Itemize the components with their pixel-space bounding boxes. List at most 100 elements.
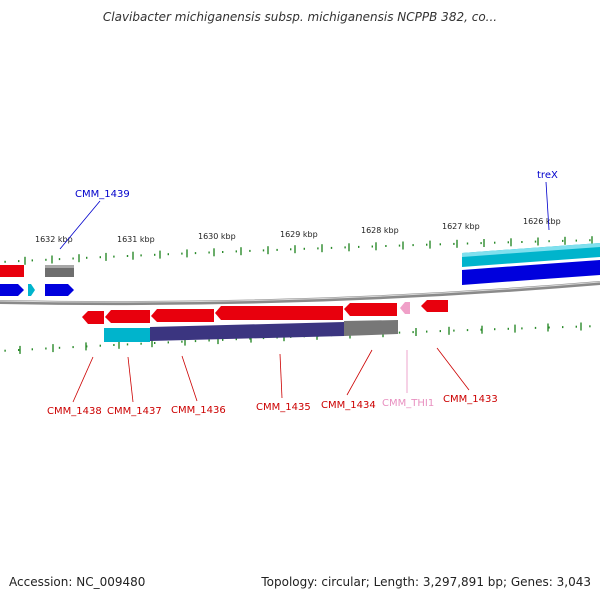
ruler-dot xyxy=(140,254,142,257)
ruler-dot xyxy=(562,326,564,329)
ruler-dot xyxy=(575,239,577,242)
ruler-dot xyxy=(466,242,469,245)
leader-cmm1439 xyxy=(59,200,101,250)
leader-cmm1438 xyxy=(72,356,94,403)
label-cmm1435[interactable]: CMM_1435 xyxy=(256,402,311,413)
gene-blue-left-edge[interactable] xyxy=(0,284,24,296)
ruler-dot xyxy=(249,337,251,340)
ruler-dot xyxy=(4,349,6,352)
genome-backbone xyxy=(0,281,600,306)
ruler-dot xyxy=(303,247,305,250)
ruler-outer xyxy=(4,236,593,265)
ruler-dot xyxy=(31,259,33,262)
ruler-dot xyxy=(358,245,360,248)
ruler-dot xyxy=(439,330,441,333)
leader-cmm1435 xyxy=(279,353,283,399)
ruler-dot xyxy=(154,253,156,256)
ruler-dot xyxy=(222,338,224,341)
tick-label-1632: 1632 kbp xyxy=(35,235,73,244)
gene-cmm1436[interactable] xyxy=(151,309,214,322)
ruler-dot xyxy=(31,348,33,351)
ruler-dot xyxy=(385,245,387,247)
ruler-dot xyxy=(589,239,591,242)
ruler-dot xyxy=(181,340,183,343)
ruler-dot xyxy=(562,239,564,242)
ruler-dot xyxy=(208,339,210,342)
ruler-dot xyxy=(113,255,115,258)
label-cmm1438[interactable]: CMM_1438 xyxy=(47,406,102,417)
ruler-dot xyxy=(548,240,550,243)
ruler-dot xyxy=(439,243,441,246)
gene-cmm1433[interactable] xyxy=(421,300,448,312)
ruler-dot xyxy=(154,342,156,344)
topology-text: Topology: circular; Length: 3,297,891 bp… xyxy=(261,575,591,589)
gene-blue-right[interactable] xyxy=(462,260,600,285)
ruler-dot xyxy=(167,253,169,256)
gene-cmm1434[interactable] xyxy=(344,303,397,316)
ruler-dot xyxy=(167,341,169,344)
ruler-dot xyxy=(249,249,251,252)
leader-cmm1433 xyxy=(436,347,470,391)
gene-gray-highlight xyxy=(45,265,74,268)
tick-label-1626: 1626 kbp xyxy=(523,217,561,226)
label-cmm1439[interactable]: CMM_1439 xyxy=(75,189,130,200)
ruler-dot xyxy=(480,242,482,245)
ruler-dot xyxy=(521,241,523,243)
ruler-dot xyxy=(494,241,496,244)
label-cmm1434[interactable]: CMM_1434 xyxy=(321,400,376,411)
ruler-dot xyxy=(235,250,237,253)
ruler-dot xyxy=(194,340,197,343)
ruler-dot xyxy=(99,256,101,259)
tick-label-1631: 1631 kbp xyxy=(117,235,155,244)
ruler-dot xyxy=(344,246,346,249)
ruler-dot xyxy=(412,331,414,334)
ruler-dot xyxy=(330,246,333,249)
ruler-dot xyxy=(4,260,6,263)
ruler-dot xyxy=(58,258,61,261)
ruler-dot xyxy=(18,349,20,351)
gene-blue-small[interactable] xyxy=(45,284,74,296)
ruler-dot xyxy=(235,338,237,341)
ruler-dot xyxy=(45,347,47,350)
gene-cmm-thi1[interactable] xyxy=(400,302,410,314)
gene-cmm1438[interactable] xyxy=(82,311,104,324)
gene-cmm1435[interactable] xyxy=(215,306,343,320)
ruler-dot xyxy=(58,346,61,349)
ruler-dot xyxy=(480,328,482,331)
ruler-dot xyxy=(126,255,129,257)
ruler-dot xyxy=(208,251,210,254)
gene-cmm1437[interactable] xyxy=(105,310,150,323)
ruler-dot xyxy=(262,249,265,252)
tick-label-1627: 1627 kbp xyxy=(442,222,480,231)
leader-cmm1437 xyxy=(127,356,134,403)
label-cmm1433[interactable]: CMM_1433 xyxy=(443,394,498,405)
ruler-dot xyxy=(412,244,414,247)
ruler-dot xyxy=(507,327,509,330)
tick-label-1628: 1628 kbp xyxy=(361,226,399,235)
ruler-dot xyxy=(18,260,20,263)
ruler-dot xyxy=(181,252,183,255)
ruler-dot xyxy=(371,245,373,248)
gene-red-left-edge[interactable] xyxy=(0,265,24,277)
ruler-dot xyxy=(45,258,47,261)
ruler-dot xyxy=(494,328,496,331)
ruler-dot xyxy=(113,344,115,346)
operon-cyan-segment xyxy=(104,328,150,342)
ruler-dot xyxy=(222,251,224,253)
ruler-dot xyxy=(453,242,455,245)
ruler-dot xyxy=(426,330,428,333)
ruler-dot xyxy=(99,344,101,347)
leader-cmm1434 xyxy=(346,349,373,396)
label-cmm-thi1[interactable]: CMM_THI1 xyxy=(382,398,434,409)
label-cmm1436[interactable]: CMM_1436 xyxy=(171,405,226,416)
accession-text: Accession: NC_009480 xyxy=(9,575,146,589)
gene-cyan-small[interactable] xyxy=(28,284,35,296)
ruler-dot xyxy=(534,240,537,243)
operon-gray-segment xyxy=(344,320,398,336)
ruler-dot xyxy=(589,325,591,328)
label-trex[interactable]: treX xyxy=(537,170,558,181)
ruler-dot xyxy=(126,343,129,346)
label-cmm1437[interactable]: CMM_1437 xyxy=(107,406,162,417)
map-title: Clavibacter michiganensis subsp. michiga… xyxy=(102,10,498,24)
